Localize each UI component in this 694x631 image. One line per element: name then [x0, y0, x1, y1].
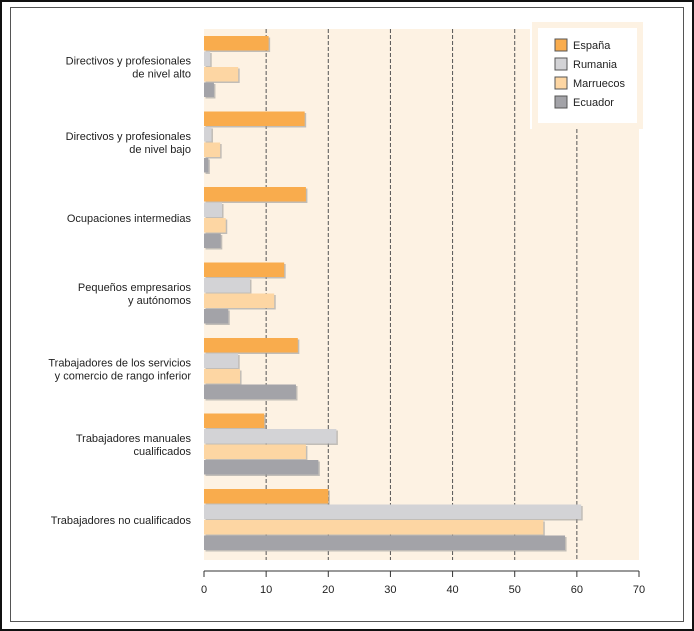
plot-background-right [530, 129, 639, 560]
category-label: de nivel bajo [129, 144, 191, 156]
bar-españa-6 [204, 489, 329, 504]
bar-marruecos-1 [204, 142, 221, 157]
bar-marruecos-0 [204, 67, 239, 82]
bar-marruecos-3 [204, 293, 275, 308]
x-tick-label: 30 [384, 584, 396, 596]
legend-swatch-ecuador [554, 95, 568, 109]
bar-rumania-1 [204, 127, 212, 142]
bars [204, 36, 583, 552]
category-label: Trabajadores no cualificados [51, 515, 192, 527]
x-tick-label: 50 [509, 584, 521, 596]
bar-marruecos-4 [204, 369, 241, 384]
x-axis: 0 10 20 30 40 50 60 70 [201, 570, 645, 596]
category-label: y comercio de rango inferior [55, 371, 192, 383]
legend-label: Rumania [573, 59, 618, 71]
category-label: Directivos y profesionales [66, 56, 192, 68]
legend: España Rumania Marruecos Ecuador [554, 38, 625, 109]
legend-box [532, 22, 643, 129]
x-tick-label: 20 [322, 584, 334, 596]
bar-rumania-6 [204, 504, 582, 519]
bar-españa-5 [204, 413, 265, 428]
bar-españa-4 [204, 338, 298, 353]
bar-rumania-5 [204, 429, 337, 444]
bar-españa-0 [204, 36, 269, 51]
bar-marruecos-2 [204, 218, 226, 233]
bar-ecuador-4 [204, 384, 296, 399]
bar-rumania-4 [204, 353, 239, 368]
legend-swatch-rumania [554, 57, 568, 71]
category-label: Ocupaciones intermedias [67, 213, 192, 225]
bar-ecuador-5 [204, 460, 319, 475]
legend-label: España [573, 40, 611, 52]
bar-ecuador-1 [204, 158, 209, 173]
category-label: Trabajadores manuales [76, 433, 192, 445]
bar-rumania-3 [204, 278, 250, 293]
bar-marruecos-5 [204, 444, 306, 459]
category-label: de nivel alto [132, 69, 191, 81]
category-label: Pequeños empresarios [78, 282, 192, 294]
category-label: Trabajadores de los servicios [48, 358, 191, 370]
bar-ecuador-2 [204, 233, 221, 248]
x-tick-label: 0 [201, 584, 207, 596]
bar-españa-2 [204, 187, 306, 202]
bar-rumania-2 [204, 202, 223, 217]
category-label: y autónomos [128, 295, 191, 307]
x-tick-label: 70 [633, 584, 645, 596]
x-tick-label: 40 [446, 584, 458, 596]
legend-label: Ecuador [573, 97, 614, 109]
x-tick-label: 60 [571, 584, 583, 596]
category-label: Directivos y profesionales [66, 131, 192, 143]
legend-label: Marruecos [573, 78, 625, 90]
x-tick-label: 10 [260, 584, 272, 596]
bar-rumania-0 [204, 51, 211, 66]
bar-españa-1 [204, 111, 305, 126]
legend-swatch-españa [554, 38, 568, 52]
legend-swatch-marruecos [554, 76, 568, 90]
category-label: cualificados [134, 446, 192, 458]
bar-ecuador-6 [204, 535, 566, 550]
bar-ecuador-0 [204, 82, 214, 97]
bar-marruecos-6 [204, 520, 544, 535]
bar-españa-3 [204, 262, 285, 277]
bar-ecuador-3 [204, 309, 229, 324]
